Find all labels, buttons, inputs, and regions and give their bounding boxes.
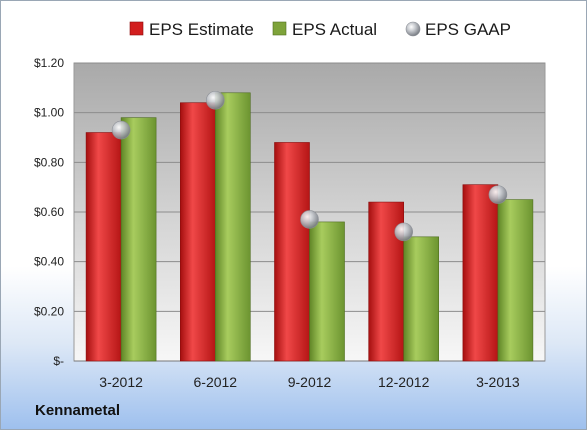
- marker-eps-gaap: [488, 185, 508, 204]
- x-tick-label: 6-2012: [194, 374, 238, 390]
- bar-eps-estimate: [462, 184, 499, 362]
- legend-label: EPS GAAP: [425, 20, 511, 39]
- y-tick-label: $0.80: [34, 155, 64, 169]
- bar-eps-actual: [215, 92, 251, 362]
- y-tick-label: $0.40: [34, 255, 64, 269]
- marker-eps-gaap: [111, 120, 131, 140]
- y-tick-label: $0.60: [34, 205, 64, 219]
- legend-label: EPS Actual: [292, 20, 377, 39]
- x-tick-label: 12-2012: [378, 374, 430, 390]
- marker-eps-gaap: [300, 210, 319, 229]
- marker-eps-gaap: [206, 90, 225, 110]
- marker-eps-gaap: [394, 222, 414, 242]
- legend-swatch-eps-actual: [272, 21, 287, 36]
- bar-eps-estimate: [85, 132, 122, 362]
- bar-eps-estimate: [180, 102, 216, 362]
- bar-eps-actual: [403, 236, 440, 362]
- x-tick-label: 3-2013: [476, 374, 520, 390]
- bar-eps-actual: [497, 199, 534, 362]
- bar-eps-actual: [309, 221, 345, 362]
- x-tick-label: 3-2012: [99, 374, 143, 390]
- legend-swatch-eps-estimate: [129, 21, 144, 36]
- x-tick-label: 9-2012: [288, 374, 332, 390]
- y-tick-label: $-: [53, 354, 64, 368]
- y-tick-label: $0.20: [34, 304, 64, 318]
- y-tick-label: $1.20: [34, 56, 64, 70]
- bar-eps-estimate: [274, 142, 310, 362]
- legend-swatch-eps-gaap: [405, 21, 421, 37]
- legend-label: EPS Estimate: [149, 20, 254, 39]
- company-name: Kennametal: [35, 402, 121, 419]
- bar-eps-actual: [120, 117, 157, 362]
- y-tick-label: $1.00: [34, 106, 64, 120]
